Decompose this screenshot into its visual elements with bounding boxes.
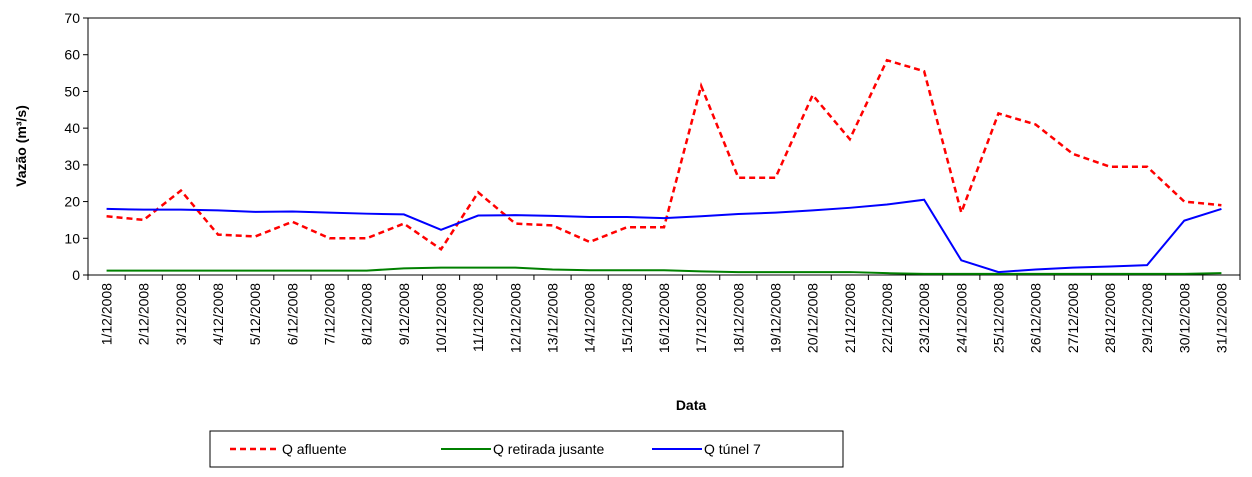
x-tick-label: 3/12/2008: [173, 283, 189, 345]
y-tick-label: 20: [64, 194, 80, 210]
x-tick-label: 6/12/2008: [284, 283, 300, 345]
x-tick-label: 10/12/2008: [433, 283, 449, 353]
x-tick-label: 4/12/2008: [210, 283, 226, 345]
legend-label: Q túnel 7: [704, 441, 761, 457]
y-tick-label: 60: [64, 47, 80, 63]
y-tick-label: 10: [64, 230, 80, 246]
plot-area: [87, 17, 1241, 276]
x-tick-label: 18/12/2008: [730, 283, 746, 353]
x-tick-label: 17/12/2008: [693, 283, 709, 353]
x-tick-label: 29/12/2008: [1139, 283, 1155, 353]
y-tick-label: 30: [64, 157, 80, 173]
x-tick-label: 24/12/2008: [953, 283, 969, 353]
x-tick-label: 25/12/2008: [990, 283, 1006, 353]
x-tick-label: 8/12/2008: [359, 283, 375, 345]
x-tick-label: 9/12/2008: [396, 283, 412, 345]
x-tick-label: 27/12/2008: [1065, 283, 1081, 353]
series-line: [106, 58, 1222, 252]
x-tick-label: 11/12/2008: [470, 283, 486, 352]
x-tick-label: 16/12/2008: [656, 283, 672, 353]
x-tick-label: 7/12/2008: [322, 283, 338, 345]
x-tick-label: 22/12/2008: [879, 283, 895, 353]
y-tick-label: 0: [72, 267, 80, 283]
x-tick-label: 12/12/2008: [507, 283, 523, 353]
x-tick-label: 14/12/2008: [582, 283, 598, 353]
x-tick-label: 26/12/2008: [1028, 283, 1044, 353]
y-tick-label: 50: [64, 83, 80, 99]
x-tick-label: 31/12/2008: [1213, 283, 1229, 353]
legend-label: Q afluente: [282, 441, 347, 457]
legend-box: [209, 430, 844, 468]
x-tick-label: 23/12/2008: [916, 283, 932, 353]
x-tick-label: 15/12/2008: [619, 283, 635, 353]
x-axis-title: Data: [676, 397, 707, 413]
x-tick-label: 5/12/2008: [247, 283, 263, 345]
x-tick-label: 2/12/2008: [136, 283, 152, 345]
series-line: [106, 266, 1222, 275]
legend-label: Q retirada jusante: [493, 441, 604, 457]
x-tick-label: 28/12/2008: [1102, 283, 1118, 353]
y-tick-label: 40: [64, 120, 80, 136]
x-tick-label: 30/12/2008: [1176, 283, 1192, 353]
x-tick-label: 13/12/2008: [545, 283, 561, 353]
x-tick-label: 1/12/2008: [99, 283, 115, 345]
y-tick-label: 70: [64, 10, 80, 26]
x-tick-label: 19/12/2008: [767, 283, 783, 353]
x-tick-label: 21/12/2008: [842, 283, 858, 353]
y-axis-title: Vazão (m³/s): [13, 105, 29, 187]
x-tick-label: 20/12/2008: [805, 283, 821, 353]
series-line: [106, 198, 1222, 274]
